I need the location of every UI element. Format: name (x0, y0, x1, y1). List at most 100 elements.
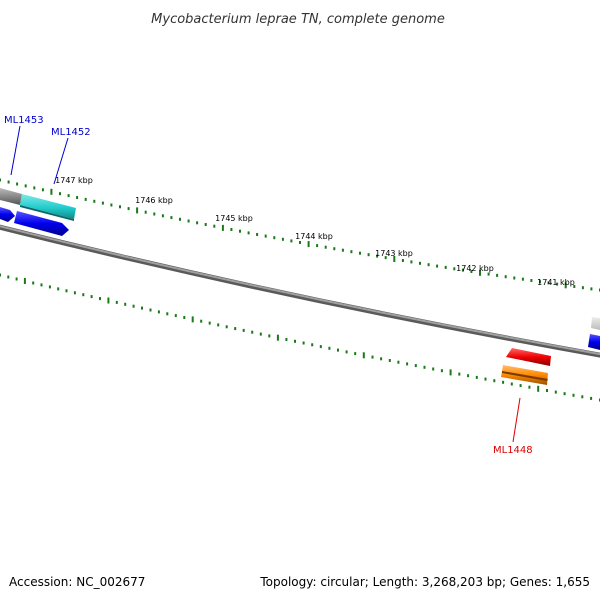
minor-tick (16, 182, 19, 186)
gene-red-ml1448-upper[interactable] (506, 348, 551, 366)
leader-line-ml1453 (10, 125, 21, 176)
major-tick (23, 278, 26, 284)
ruler-label-1741: 1741 kbp (537, 278, 575, 287)
minor-tick (440, 369, 443, 373)
minor-tick (487, 272, 490, 276)
minor-tick (259, 332, 262, 336)
minor-tick (67, 194, 70, 198)
minor-tick (268, 334, 271, 338)
gene-gray-right[interactable] (591, 317, 600, 330)
gene-label-ml1453[interactable]: ML1453 (4, 115, 44, 126)
minor-tick (115, 300, 118, 304)
gene-label-ml1452[interactable]: ML1452 (51, 127, 91, 138)
minor-tick (15, 277, 18, 281)
inner-ruler-ticks (0, 273, 600, 402)
gene-gray-left[interactable] (0, 188, 22, 205)
minor-tick (406, 362, 409, 366)
minor-tick (484, 377, 487, 381)
minor-tick (285, 338, 288, 341)
minor-tick (174, 314, 177, 318)
minor-tick (337, 348, 339, 352)
minor-tick (436, 264, 439, 268)
minor-tick (247, 231, 250, 235)
outer-ruler-ticks (0, 178, 600, 292)
minor-tick (166, 312, 169, 316)
minor-tick (251, 330, 254, 334)
gene-ml1452[interactable] (20, 194, 76, 221)
leader-line-ml1452 (53, 137, 69, 185)
minor-tick (513, 276, 516, 280)
minor-tick (294, 339, 296, 343)
gene-blue-right[interactable] (588, 334, 600, 350)
minor-tick (539, 280, 541, 284)
minor-tick (90, 295, 93, 299)
major-tick (50, 188, 53, 195)
minor-tick (93, 199, 96, 203)
minor-tick (333, 247, 336, 251)
minor-tick (319, 345, 322, 349)
minor-tick (179, 217, 181, 221)
minor-tick (359, 251, 361, 255)
major-tick (307, 241, 310, 248)
minor-tick (170, 216, 173, 220)
minor-tick (290, 239, 293, 243)
minor-tick (82, 293, 85, 297)
minor-tick (376, 254, 379, 258)
map-title: Mycobacterium leprae TN, complete genome (151, 12, 445, 27)
ruler-label-1744: 1744 kbp (295, 232, 333, 241)
minor-tick (458, 372, 461, 376)
minor-tick (187, 219, 190, 223)
minor-tick (563, 392, 566, 396)
gene-blue-left[interactable] (14, 211, 69, 236)
minor-tick (76, 196, 79, 199)
ruler-label-1742: 1742 kbp (456, 264, 494, 273)
minor-tick (427, 263, 430, 267)
minor-tick (302, 341, 305, 345)
minor-tick (528, 385, 531, 389)
minor-tick (183, 316, 186, 319)
minor-tick (7, 180, 10, 184)
minor-tick (444, 265, 447, 269)
major-tick (564, 282, 567, 289)
minor-tick (345, 350, 348, 354)
minor-tick (350, 250, 353, 254)
minor-tick (367, 253, 370, 257)
minor-tick (380, 357, 383, 361)
minor-tick (24, 184, 27, 188)
minor-tick (33, 186, 36, 190)
minor-tick (341, 248, 344, 252)
gene-label-ml1448[interactable]: ML1448 (493, 445, 533, 456)
minor-tick (239, 229, 241, 233)
ruler-label-1743: 1743 kbp (375, 249, 413, 258)
major-tick (362, 352, 365, 359)
gene-blue-left-small[interactable] (0, 207, 15, 222)
minor-tick (48, 285, 51, 289)
minor-tick (432, 367, 435, 371)
minor-tick (32, 281, 35, 285)
minor-tick (354, 352, 357, 356)
minor-tick (200, 319, 203, 323)
minor-tick (0, 273, 1, 277)
minor-tick (470, 270, 473, 273)
minor-tick (581, 286, 584, 290)
minor-tick (572, 393, 575, 397)
minor-tick (504, 275, 507, 279)
minor-tick (132, 304, 135, 308)
gene-ml1448[interactable] (501, 365, 548, 385)
minor-tick (410, 260, 413, 264)
leader-line-ml1448 (512, 397, 521, 443)
minor-tick (467, 374, 470, 378)
minor-tick (144, 210, 147, 214)
minor-tick (581, 395, 584, 399)
minor-tick (388, 359, 391, 362)
minor-tick (299, 241, 301, 244)
minor-tick (384, 256, 387, 260)
minor-tick (316, 244, 319, 248)
minor-tick (161, 214, 164, 218)
minor-tick (99, 297, 101, 301)
minor-tick (556, 282, 559, 286)
major-tick (449, 369, 452, 376)
minor-tick (230, 228, 233, 231)
minor-tick (41, 188, 44, 192)
minor-tick (153, 212, 156, 216)
